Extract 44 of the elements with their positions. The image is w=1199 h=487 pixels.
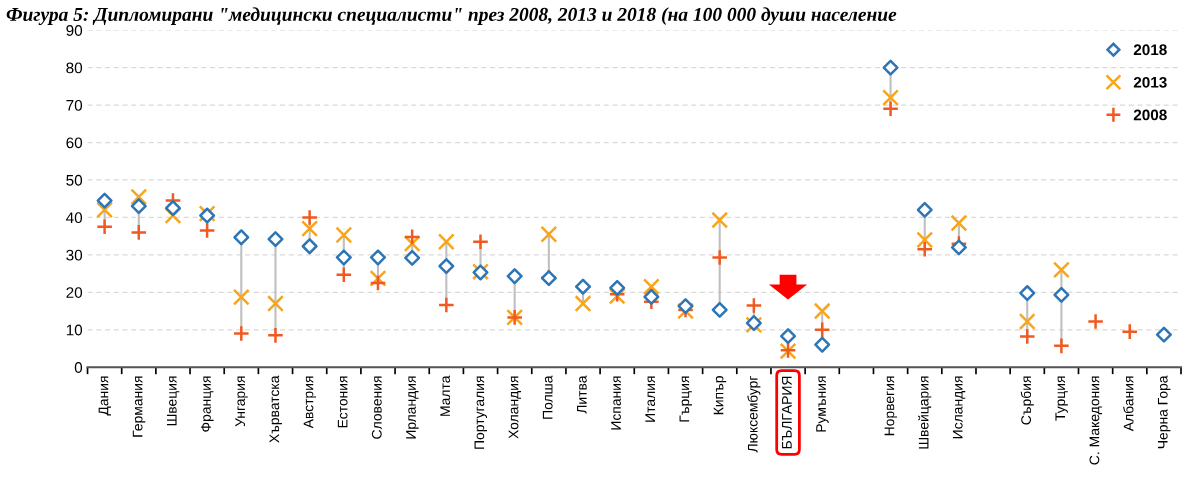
x-tick-label: Унгария — [235, 376, 248, 427]
x-tick-label: Естония — [337, 376, 348, 428]
y-tick-label: 40 — [66, 212, 83, 224]
y-tick-label: 0 — [74, 362, 83, 373]
x-tick-label: Австрия — [303, 376, 317, 429]
y-tick-label: 60 — [66, 137, 83, 149]
legend-label: 2018 — [1133, 44, 1167, 56]
x-tick-label: Хърватска — [269, 375, 282, 443]
x-tick-label: Испания — [611, 376, 621, 430]
x-tick-label: Исландия — [952, 376, 966, 439]
x-tick-label: Франция — [201, 376, 214, 432]
x-tick-label: Швейцария — [918, 376, 932, 449]
x-tick-label: Черна Гора — [1157, 375, 1171, 449]
y-tick-label: 80 — [66, 62, 83, 74]
x-tick-label: Ирландия — [406, 376, 419, 439]
y-tick-label: 70 — [66, 99, 83, 111]
x-tick-label: Румъния — [816, 376, 829, 432]
x-tick-label: Малта — [440, 375, 451, 416]
legend-label: 2013 — [1133, 76, 1167, 88]
x-tick-label: С. Македония — [1089, 376, 1102, 465]
y-tick-label: 30 — [66, 249, 83, 261]
x-tick-label: Сърбия — [1020, 376, 1034, 425]
x-tick-label: Швеция — [166, 376, 180, 426]
x-tick-label: Литва — [577, 375, 587, 414]
x-tick-label: Турция — [1055, 376, 1068, 421]
y-tick-label: 50 — [66, 174, 83, 186]
x-tick-label: Полша — [542, 375, 553, 419]
legend-label: 2008 — [1133, 109, 1167, 121]
x-tick-label: Норвегия — [884, 376, 898, 436]
x-tick-label: Кипър — [713, 376, 727, 415]
x-tick-label: БЪЛГАРИЯ — [782, 376, 792, 449]
x-tick-label: Люксембург — [747, 375, 761, 453]
x-tick-label: Дания — [98, 376, 111, 416]
y-tick-label: 10 — [66, 324, 83, 336]
x-tick-label: Германия — [132, 376, 146, 437]
x-tick-label: Холандия — [508, 376, 522, 439]
x-tick-label: Италия — [645, 376, 656, 422]
x-tick-label: Гърция — [679, 376, 692, 422]
x-tick-label: Португалия — [474, 376, 487, 449]
chart-title: Фигура 5: Дипломирани "медицински специалисти" през 2008, 2013 и 2018 (на 100 000 души население — [6, 7, 897, 25]
x-tick-label: Албания — [1123, 376, 1134, 432]
y-tick-label: 20 — [66, 287, 83, 298]
x-tick-label: Словения — [371, 376, 382, 439]
y-tick-label: 90 — [66, 25, 83, 36]
